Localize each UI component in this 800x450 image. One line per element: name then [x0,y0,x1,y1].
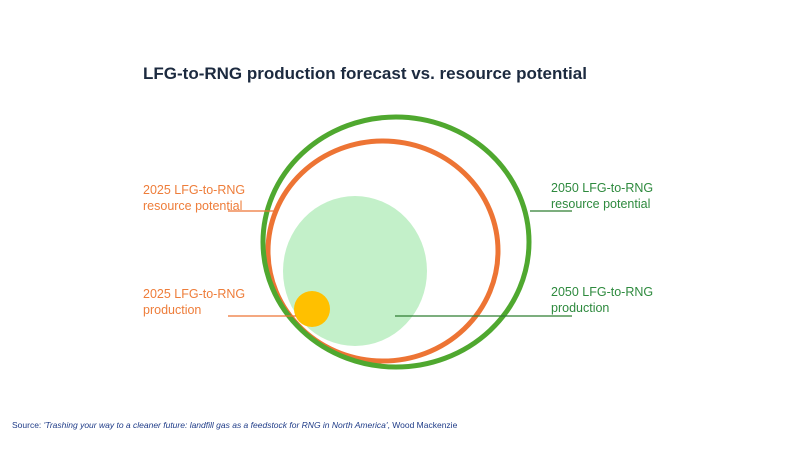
label-line: production [551,301,610,315]
label-2050-production: 2050 LFG-to-RNG production [551,284,653,316]
source-title: 'Trashing your way to a cleaner future: … [43,420,388,430]
chart-title: LFG-to-RNG production forecast vs. resou… [143,64,587,83]
label-line: 2025 LFG-to-RNG [143,183,246,197]
label-line: 2025 LFG-to-RNG [143,287,246,301]
label-line: resource potential [143,199,243,213]
source-note: Source: 'Trashing your way to a cleaner … [12,420,457,430]
label-line: production [143,303,202,317]
production-2025-circle [294,291,330,327]
label-line: 2050 LFG-to-RNG [551,285,654,299]
source-prefix: Source: [12,420,44,430]
potential-2025-circle [265,138,501,364]
label-2025-resource-potential: 2025 LFG-to-RNG resource potential [143,182,245,214]
source-publisher: , Wood Mackenzie [387,420,458,430]
label-line: 2050 LFG-to-RNG [551,181,654,195]
potential-2050-circle [260,114,532,370]
label-2025-production: 2025 LFG-to-RNG production [143,286,245,318]
label-2050-resource-potential: 2050 LFG-to-RNG resource potential [551,180,653,212]
label-line: resource potential [551,197,651,211]
